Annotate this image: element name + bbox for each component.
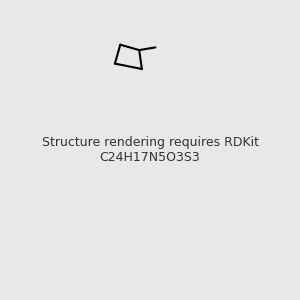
- Text: Structure rendering requires RDKit
C24H17N5O3S3: Structure rendering requires RDKit C24H1…: [41, 136, 259, 164]
